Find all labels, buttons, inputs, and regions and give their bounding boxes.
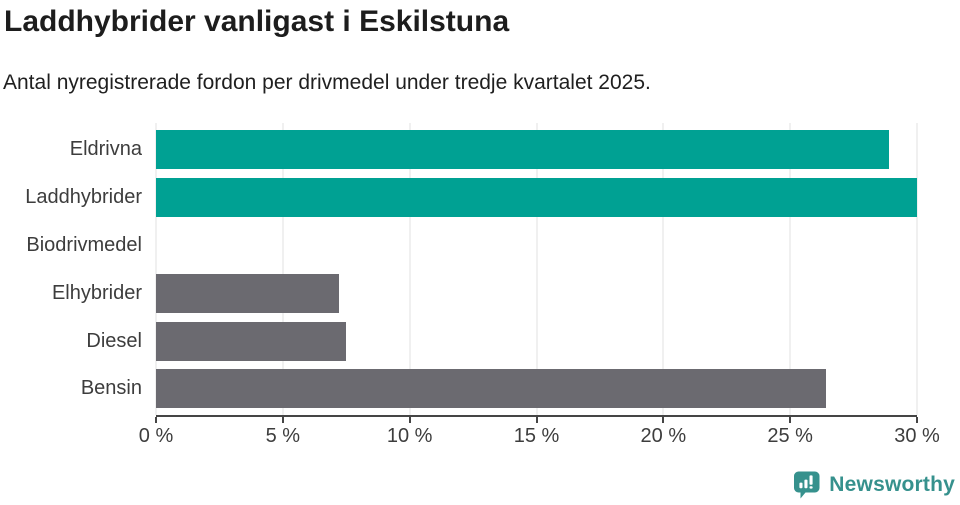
axis-tick: [916, 417, 918, 423]
category-label: Biodrivmedel: [26, 234, 142, 256]
axis-tick: [789, 417, 792, 423]
axis-tick-label: 0 %: [138, 425, 174, 447]
category-axis: Eldrivna Laddhybrider Biodrivmedel Elhybrid…: [0, 123, 142, 415]
newsworthy-brand: Newsworthy: [791, 469, 955, 501]
axis-tick-label: 25 %: [767, 425, 813, 447]
gridline: [536, 123, 537, 415]
axis-tick-label: 20 %: [640, 425, 687, 447]
category-label: Bensin: [80, 377, 142, 400]
gridline: [155, 123, 157, 415]
logo-bar-medium: [804, 479, 808, 489]
gridline: [662, 123, 664, 415]
bar-diesel: [156, 321, 347, 361]
axis-tick-label: 10 %: [386, 425, 433, 447]
axis-tick: [535, 417, 538, 423]
logo-exclamation-stem: [809, 475, 813, 485]
gridline: [282, 123, 284, 415]
category-label: Laddhybrider: [25, 186, 142, 209]
category-label: Eldrivna: [69, 138, 142, 161]
x-axis-labels: 0 % 5 % 10 % 15 % 20 % 25 % 30 %: [139, 425, 940, 449]
bar-elhybrider: [156, 273, 339, 313]
logo-exclamation-dot: [809, 486, 813, 489]
x-axis-ticks: [155, 417, 918, 424]
axis-tick-label: 30 %: [894, 425, 940, 447]
gridline: [409, 123, 411, 415]
chart-subtitle: Antal nyregistrerade fordon per drivmede…: [3, 71, 651, 94]
newsworthy-logo-icon: [794, 471, 820, 499]
bar-bensin: [156, 369, 826, 409]
axis-tick-label: 5 %: [265, 425, 301, 447]
category-label: Elhybrider: [51, 281, 142, 304]
axis-tick: [281, 417, 284, 423]
logo-bar-short: [799, 482, 803, 489]
gridline: [789, 123, 791, 415]
gridline: [916, 123, 918, 415]
axis-tick: [155, 417, 157, 423]
bar-eldrivna: [156, 130, 890, 170]
category-label: Diesel: [86, 329, 142, 352]
axis-tick-label: 15 %: [513, 425, 560, 447]
axis-tick: [662, 417, 665, 423]
brand-name: Newsworthy: [829, 473, 955, 496]
bar-laddhybrider: [156, 178, 917, 218]
chart-title: Laddhybrider vanligast i Eskilstuna: [4, 5, 510, 38]
plot-area: [155, 123, 918, 417]
axis-tick: [408, 417, 411, 423]
